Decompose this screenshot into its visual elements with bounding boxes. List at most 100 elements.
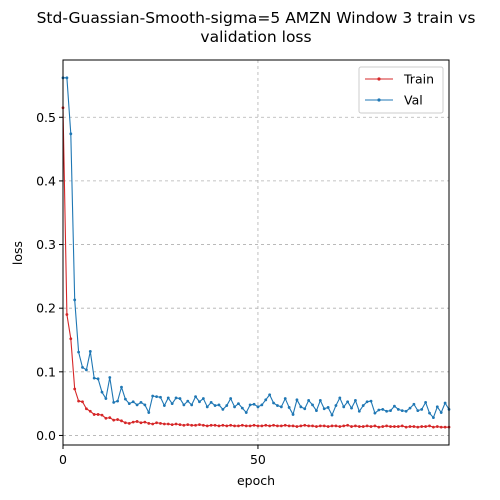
data-point-val	[318, 399, 322, 402]
data-point-val	[420, 407, 424, 411]
legend: Train Val	[358, 66, 444, 114]
data-point-train	[166, 422, 170, 426]
data-point-val	[205, 405, 209, 409]
data-point-val	[330, 413, 334, 417]
data-point-train	[65, 313, 69, 316]
data-point-val	[279, 405, 283, 409]
data-point-val	[439, 411, 443, 414]
data-point-train	[229, 423, 233, 427]
data-point-val	[120, 385, 123, 389]
data-point-train	[342, 424, 346, 428]
data-point-train	[217, 424, 221, 428]
data-point-train	[100, 413, 104, 417]
data-point-train	[108, 416, 112, 420]
data-point-train	[84, 407, 88, 411]
data-point-val	[65, 76, 69, 80]
data-point-train	[369, 425, 373, 428]
data-point-val	[155, 395, 158, 399]
data-point-val	[88, 350, 92, 353]
data-point-val	[326, 406, 330, 409]
data-point-val	[104, 397, 108, 400]
data-point-val	[92, 376, 96, 380]
data-point-val	[412, 402, 416, 406]
data-point-train	[244, 424, 248, 428]
x-axis-label: epoch	[237, 473, 275, 488]
data-point-train	[92, 413, 96, 416]
data-point-val	[361, 404, 365, 407]
data-point-val	[381, 407, 385, 411]
data-point-val	[346, 400, 350, 404]
data-point-train	[213, 423, 217, 427]
data-point-val	[159, 395, 162, 399]
data-point-train	[73, 387, 77, 391]
data-point-val	[260, 403, 264, 407]
data-point-val	[198, 400, 201, 404]
data-point-train	[330, 424, 334, 428]
data-point-train	[233, 424, 236, 428]
data-point-val	[69, 132, 73, 136]
data-point-val	[166, 396, 170, 400]
data-point-val	[233, 405, 236, 409]
data-point-val	[373, 411, 377, 415]
data-point-val	[416, 409, 420, 413]
data-point-val	[182, 403, 186, 407]
data-point-train	[69, 337, 73, 341]
y-tick-label: 0.1	[36, 364, 56, 379]
data-point-val	[127, 402, 131, 406]
data-point-val	[229, 397, 233, 400]
data-point-val	[178, 397, 182, 400]
data-point-val	[357, 409, 361, 413]
data-point-train	[221, 423, 225, 427]
data-point-train	[116, 418, 119, 421]
data-point-train	[381, 425, 385, 428]
data-point-val	[186, 399, 190, 403]
data-point-val	[385, 409, 389, 413]
data-point-train	[311, 424, 314, 428]
data-point-val	[350, 406, 353, 410]
data-point-val	[287, 406, 291, 409]
data-point-val	[237, 402, 240, 406]
data-point-val	[256, 405, 260, 409]
data-point-train	[209, 423, 213, 427]
data-point-train	[135, 420, 139, 423]
data-point-train	[159, 421, 162, 425]
data-point-train	[104, 416, 108, 420]
data-point-train	[81, 400, 84, 404]
data-point-train	[439, 425, 443, 429]
data-point-train	[127, 421, 131, 425]
data-point-train	[428, 424, 431, 428]
data-point-val	[151, 394, 155, 398]
data-point-train	[256, 424, 260, 428]
data-point-val	[194, 395, 197, 399]
data-point-val	[96, 377, 100, 381]
data-point-train	[303, 423, 307, 427]
data-point-train	[174, 422, 178, 426]
data-point-train	[194, 423, 197, 427]
data-point-train	[432, 425, 435, 429]
data-point-train	[205, 424, 209, 428]
data-point-train	[88, 409, 92, 413]
data-point-train	[400, 424, 404, 428]
data-point-val	[435, 405, 439, 409]
data-point-train	[408, 425, 412, 428]
data-point-train	[396, 425, 400, 428]
data-point-train	[170, 423, 174, 427]
data-point-train	[182, 423, 186, 427]
data-point-val	[77, 350, 80, 354]
data-point-train	[416, 425, 420, 429]
data-point-train	[424, 425, 428, 428]
y-axis-label: loss	[10, 241, 25, 265]
chart-title-line-1: Std-Guassian-Smooth-sigma=5 AMZN Window …	[37, 9, 476, 27]
data-point-val	[225, 404, 229, 407]
data-point-train	[322, 424, 326, 428]
data-point-val	[432, 416, 435, 420]
data-point-val	[123, 397, 127, 401]
data-point-val	[443, 401, 447, 405]
data-point-train	[96, 413, 100, 416]
data-point-train	[357, 425, 361, 428]
data-point-train	[260, 424, 264, 428]
data-point-train	[123, 421, 127, 425]
data-point-train	[412, 425, 416, 428]
data-point-train	[350, 425, 353, 428]
data-point-val	[272, 401, 275, 405]
